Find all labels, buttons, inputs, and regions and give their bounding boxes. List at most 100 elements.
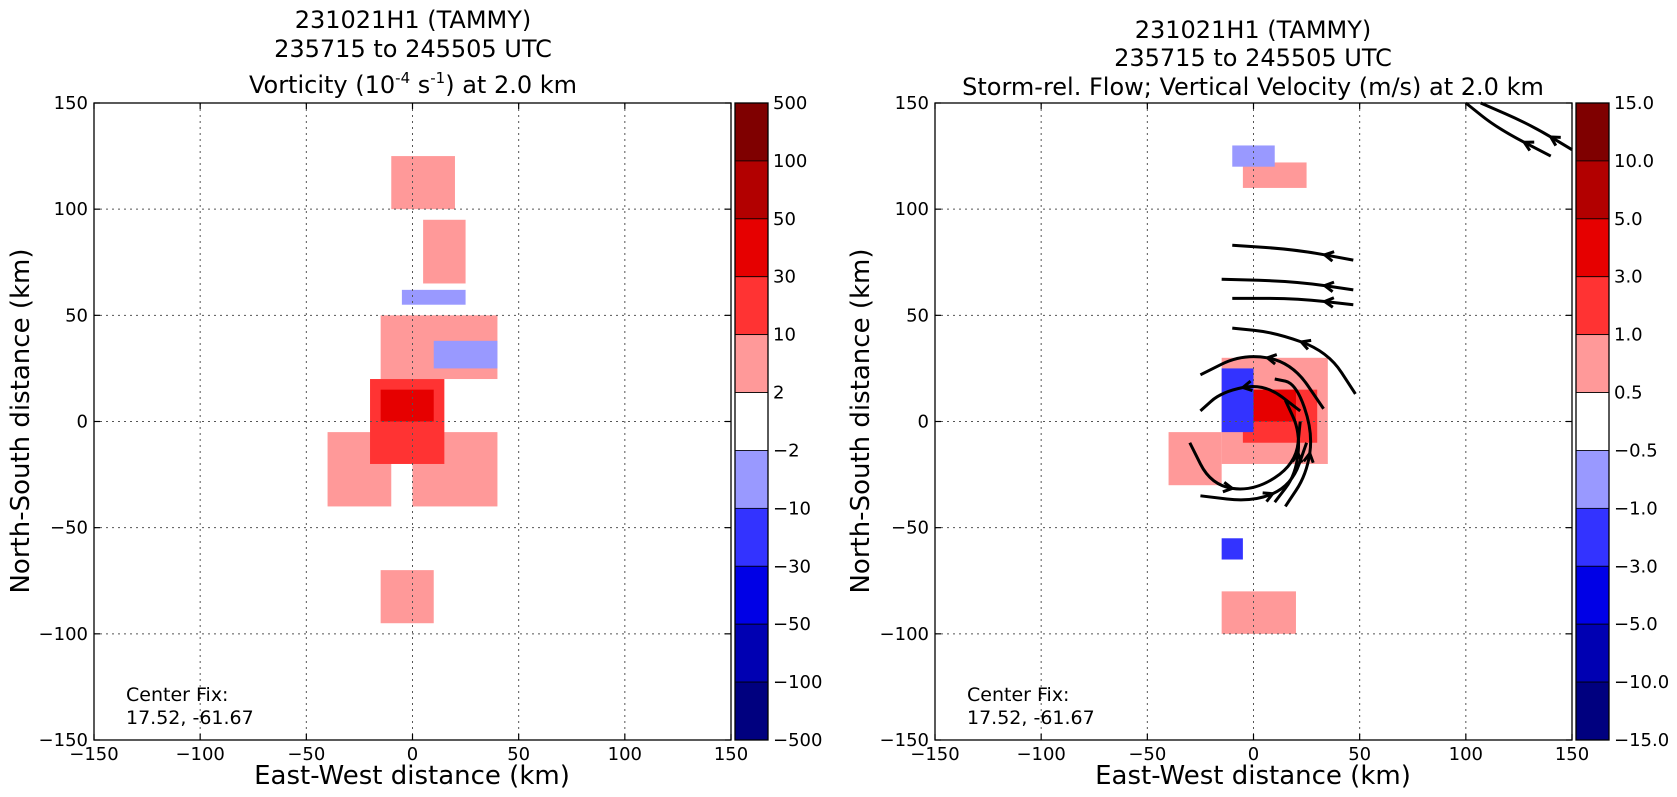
right-streamline bbox=[1221, 277, 1354, 292]
left-title-line-3: Vorticity (10-4 s-1) at 2.0 km bbox=[249, 69, 577, 99]
left-colorbar-label: 10 bbox=[773, 325, 796, 346]
right-streamline-arrow bbox=[1222, 481, 1236, 494]
left-colorbar-label: −100 bbox=[773, 672, 822, 693]
right-colorbar-segment bbox=[1575, 276, 1610, 336]
left-title-var-sup1: -4 bbox=[395, 69, 410, 87]
right-streamline bbox=[1232, 326, 1357, 395]
left-field-region bbox=[391, 156, 455, 210]
left-colorbar-label: 100 bbox=[773, 151, 807, 172]
right-y-tick-label: 0 bbox=[918, 412, 929, 433]
right-center-fix-label: Center Fix: bbox=[967, 684, 1069, 706]
left-colorbar-label: 2 bbox=[773, 383, 784, 404]
right-colorbar-label: −15.0 bbox=[1614, 730, 1669, 751]
right-y-tick-label: −100 bbox=[880, 624, 929, 645]
right-y-tick-label: 50 bbox=[906, 305, 929, 326]
left-y-axis-label: North-South distance (km) bbox=[6, 248, 36, 593]
right-colorbar-label: 3.0 bbox=[1614, 267, 1643, 288]
left-title-var-mid: s bbox=[410, 71, 430, 99]
left-colorbar-label: 50 bbox=[773, 209, 796, 230]
left-colorbar-segment bbox=[734, 218, 769, 278]
right-colorbar-segment bbox=[1575, 623, 1610, 683]
left-y-tick-label: 0 bbox=[77, 412, 88, 433]
right-colorbar-label: 5.0 bbox=[1614, 209, 1643, 230]
left-title-var-sup2: -1 bbox=[430, 69, 445, 87]
right-streamline-arrow bbox=[1521, 140, 1535, 152]
left-y-tick-label: −50 bbox=[50, 518, 88, 539]
right-y-axis-label: North-South distance (km) bbox=[846, 248, 876, 593]
left-title-line-1: 231021H1 (TAMMY) bbox=[295, 6, 532, 34]
right-colorbar-segment bbox=[1575, 450, 1610, 509]
right-ticks: −150 −100 −50 0 50 100 150 −150 −100 −50 0 50 100 150 bbox=[880, 93, 1590, 765]
left-center-fix-value: 17.52, -61.67 bbox=[126, 707, 254, 729]
left-colorbar-segment bbox=[734, 565, 769, 625]
left-colorbar-frame bbox=[734, 102, 769, 741]
left-y-tick-label: −150 bbox=[39, 730, 88, 751]
right-colorbar-label: −1.0 bbox=[1614, 498, 1658, 519]
left-colorbar-label: −500 bbox=[773, 730, 822, 751]
right-colorbar-segment bbox=[1575, 102, 1610, 162]
right-streamline-arrow bbox=[1262, 491, 1276, 503]
right-field-region bbox=[1221, 538, 1243, 560]
right-x-tick-label: 0 bbox=[1248, 744, 1259, 765]
left-center-fix-label: Center Fix: bbox=[126, 684, 228, 706]
right-grid bbox=[935, 103, 1572, 740]
right-title-line-3: Storm-rel. Flow; Vertical Velocity (m/s)… bbox=[962, 73, 1544, 101]
left-field-region bbox=[380, 389, 434, 422]
left-colorbar-segment bbox=[734, 160, 769, 220]
right-colorbar-label: −10.0 bbox=[1614, 672, 1669, 693]
right-streamline-arrow bbox=[1264, 353, 1278, 366]
left-x-tick-label: −50 bbox=[287, 744, 325, 765]
right-streamline-arrow bbox=[1321, 280, 1335, 293]
right-colorbar: 15.0 10.0 5.0 3.0 1.0 0.5 −0.5 −1.0 −3.0 −5.0 −10.… bbox=[1575, 93, 1669, 751]
right-x-tick-label: 150 bbox=[1555, 744, 1589, 765]
left-colorbar-segment bbox=[734, 681, 769, 741]
right-y-tick-label: −150 bbox=[880, 730, 929, 751]
left-field-region bbox=[401, 289, 466, 305]
right-streamline-arrow bbox=[1298, 338, 1312, 351]
right-colorbar-label: 0.5 bbox=[1614, 383, 1643, 404]
right-streamline bbox=[1273, 399, 1301, 504]
right-colorbar-frame bbox=[1575, 102, 1610, 741]
right-colorbar-label: −5.0 bbox=[1614, 614, 1658, 635]
right-streamline-arrow bbox=[1548, 135, 1561, 147]
right-streamlines bbox=[1188, 101, 1573, 508]
right-x-tick-label: −50 bbox=[1128, 744, 1166, 765]
right-streamline bbox=[1232, 243, 1354, 262]
right-streamline bbox=[1200, 442, 1308, 502]
right-streamline-arrow bbox=[1239, 379, 1253, 392]
left-grid bbox=[94, 103, 731, 740]
right-streamline bbox=[1232, 296, 1354, 307]
right-plot-area bbox=[1168, 145, 1328, 634]
right-panel: 231021H1 (TAMMY) 235715 to 245505 UTC St… bbox=[846, 16, 1669, 791]
right-field-region bbox=[1168, 432, 1222, 486]
right-streamline bbox=[1199, 385, 1302, 413]
right-colorbar-segment bbox=[1575, 160, 1610, 220]
right-colorbar-segment bbox=[1575, 334, 1610, 393]
right-colorbar-segment bbox=[1575, 218, 1610, 278]
left-x-tick-label: 50 bbox=[507, 744, 530, 765]
right-x-axis-label: East-West distance (km) bbox=[1095, 761, 1411, 791]
right-streamline-arrow bbox=[1321, 250, 1335, 263]
right-y-tick-label: −50 bbox=[891, 518, 929, 539]
right-x-tick-label: −100 bbox=[1016, 744, 1065, 765]
right-title-line-1: 231021H1 (TAMMY) bbox=[1135, 16, 1372, 44]
left-colorbar-label: −50 bbox=[773, 614, 811, 635]
left-y-tick-label: −100 bbox=[39, 624, 88, 645]
right-colorbar-segment bbox=[1575, 565, 1610, 625]
left-colorbar-label: 500 bbox=[773, 93, 807, 114]
left-colorbar-label: −2 bbox=[773, 440, 800, 461]
left-x-tick-label: 0 bbox=[407, 744, 418, 765]
left-x-tick-label: −150 bbox=[69, 744, 118, 765]
left-y-tick-label: 100 bbox=[54, 199, 88, 220]
left-colorbar-segment bbox=[734, 507, 769, 567]
right-colorbar-segment bbox=[1575, 507, 1610, 567]
right-streamline bbox=[1199, 355, 1325, 410]
right-streamline-arrow bbox=[1302, 450, 1315, 464]
right-title-line-2: 235715 to 245505 UTC bbox=[1114, 44, 1392, 72]
left-panel: 231021H1 (TAMMY) 235715 to 245505 UTC Vo… bbox=[6, 6, 822, 791]
left-title-line-2: 235715 to 245505 UTC bbox=[274, 35, 552, 63]
right-y-tick-label: 150 bbox=[895, 93, 929, 114]
left-colorbar-label: 30 bbox=[773, 267, 796, 288]
right-center-fix-value: 17.52, -61.67 bbox=[967, 707, 1095, 729]
